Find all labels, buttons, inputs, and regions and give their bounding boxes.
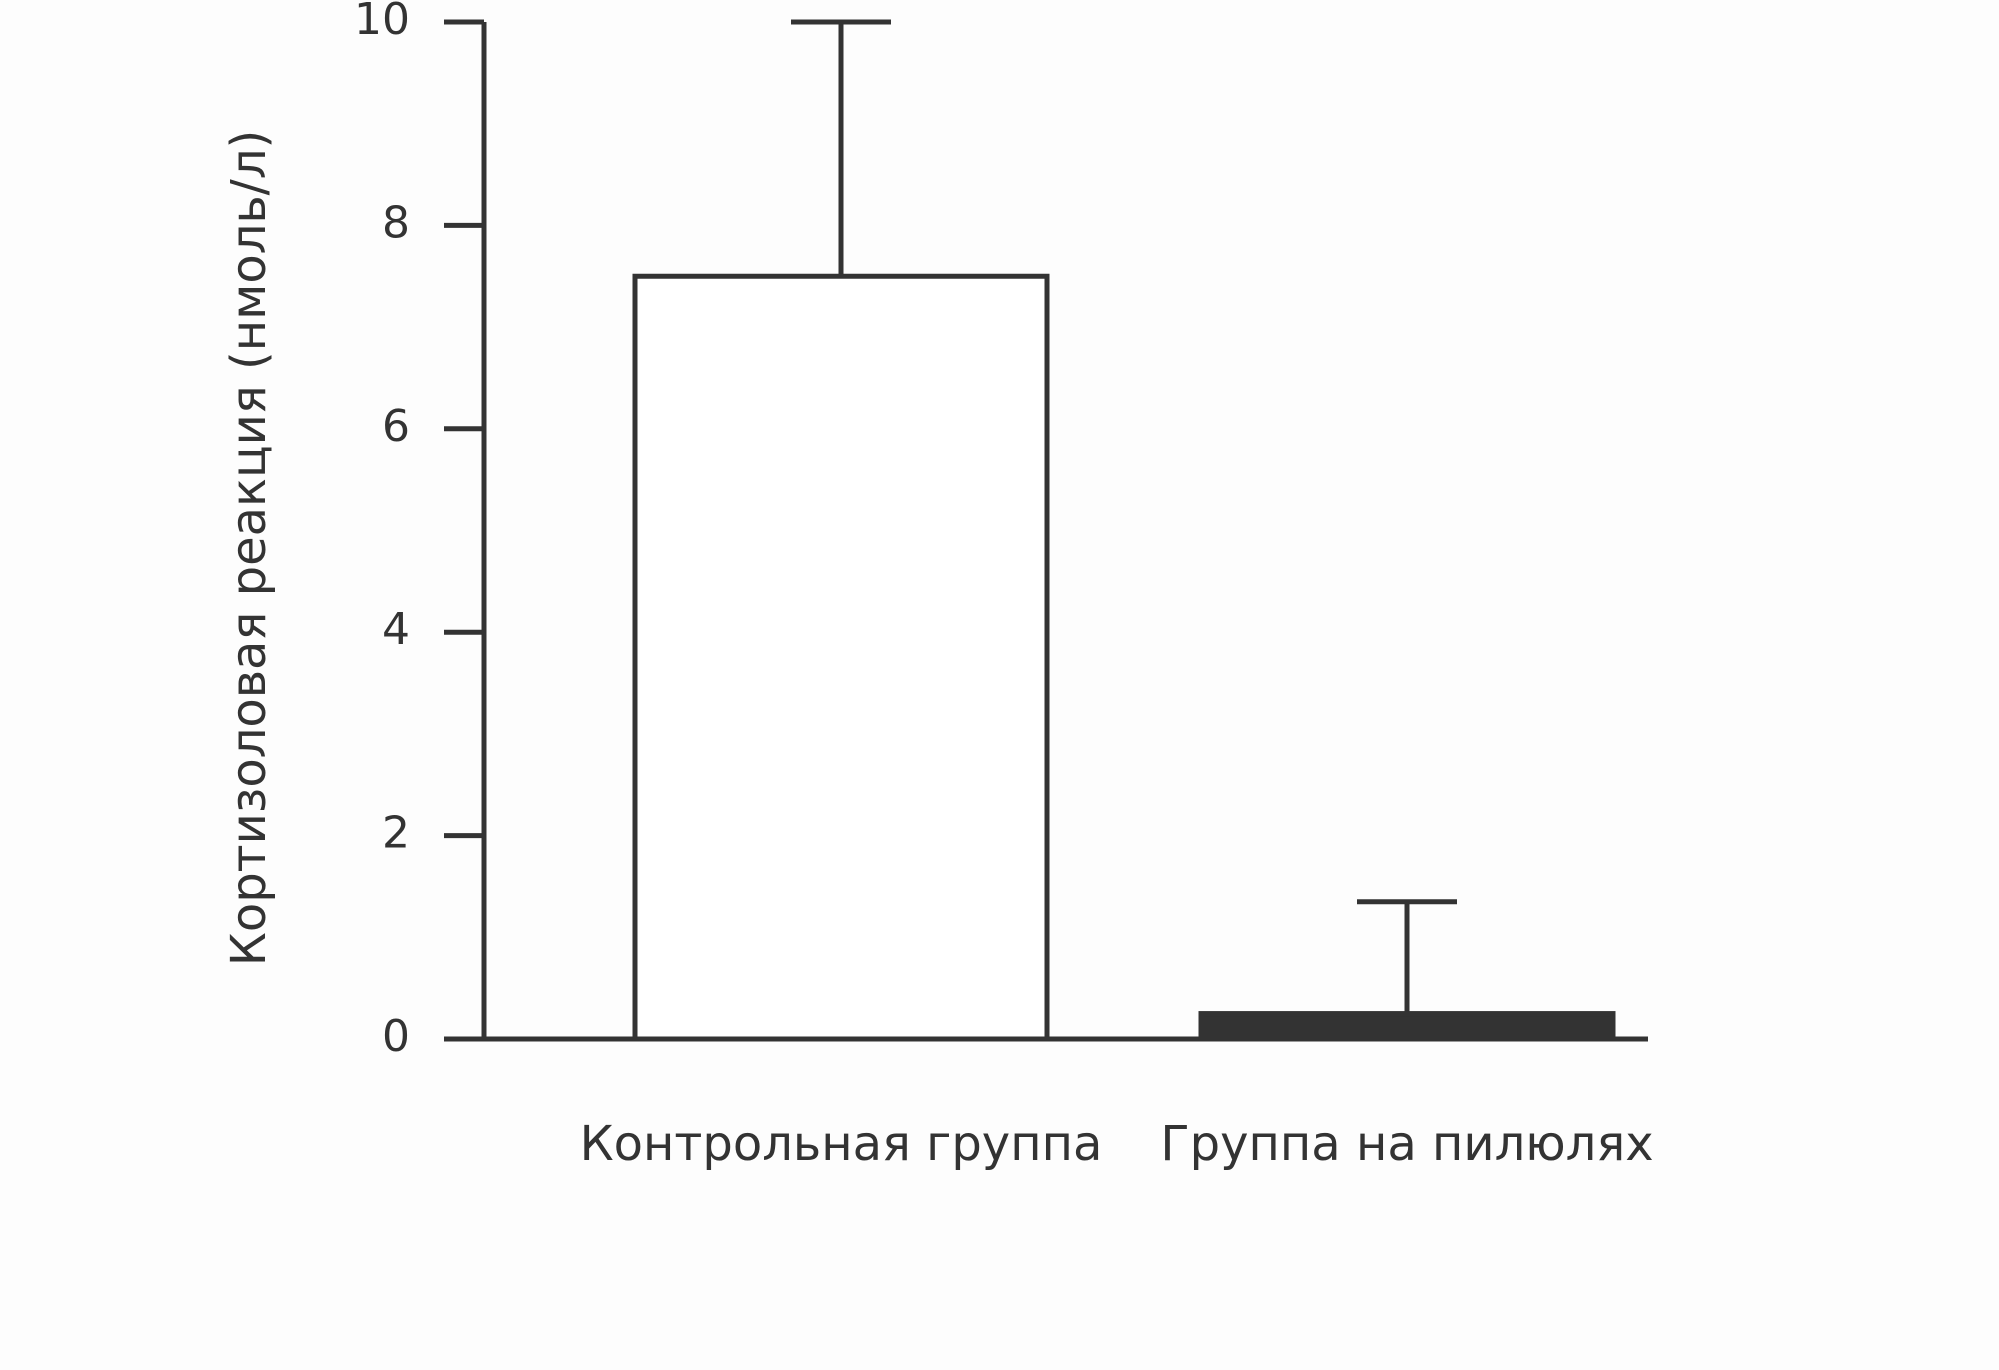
bar <box>632 273 1050 1042</box>
y-tick-label: 6 <box>382 401 410 452</box>
x-tick-label: Группа на пилюлях <box>1160 1116 1653 1172</box>
y-tick-label: 4 <box>382 604 410 655</box>
x-tick-label: Контрольная группа <box>580 1116 1103 1172</box>
y-tick-label: 8 <box>382 197 410 248</box>
bar <box>1198 1011 1616 1042</box>
y-axis-label: Кортизоловая реакция (нмоль/л) <box>221 130 277 966</box>
y-tick-label: 0 <box>382 1011 410 1062</box>
y-tick-label: 2 <box>382 808 410 859</box>
y-tick-label: 10 <box>354 0 410 45</box>
